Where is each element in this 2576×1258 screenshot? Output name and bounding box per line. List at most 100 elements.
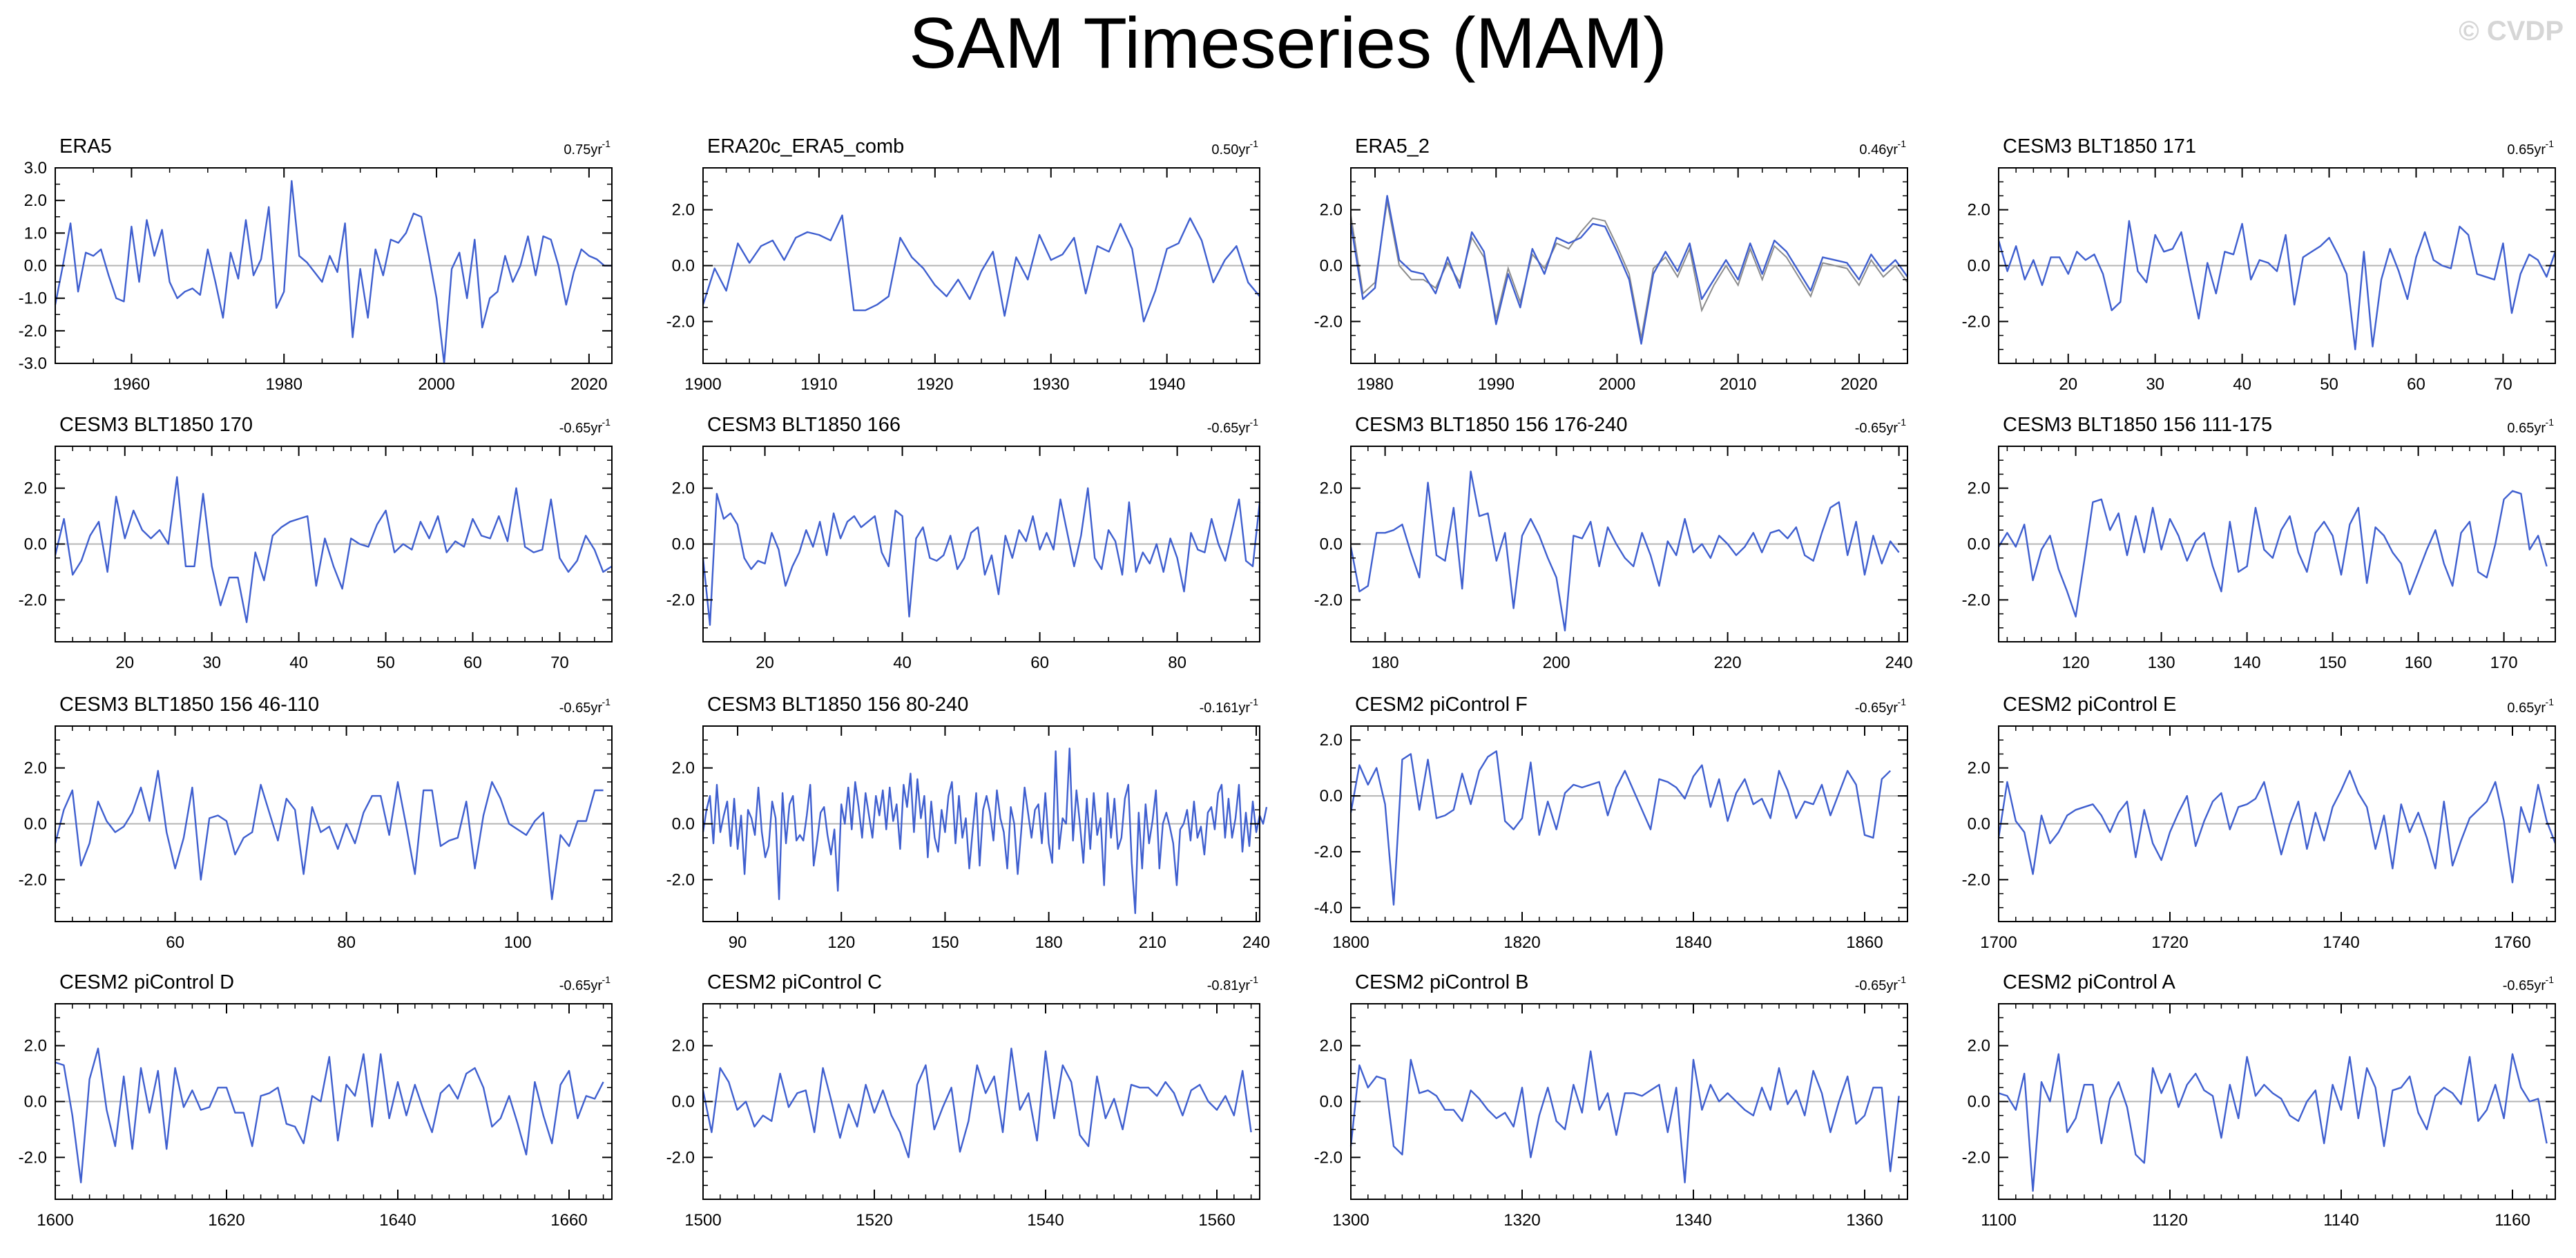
x-tick-label: 1640	[379, 1211, 416, 1230]
trend-exponent: -1	[602, 417, 611, 428]
x-tick-label: 20	[2059, 375, 2077, 394]
y-tick-label: 2.0	[1320, 479, 1343, 498]
x-tick-label: 60	[2407, 375, 2425, 394]
panel-title: ERA20c_ERA5_comb	[707, 135, 904, 158]
x-tick-label: 60	[463, 654, 482, 672]
x-tick-label: 1940	[1148, 375, 1185, 394]
x-tick-label: 1560	[1198, 1211, 1235, 1230]
trend-label: -0.65yr	[1855, 978, 1899, 993]
y-tick-label: 0.0	[24, 815, 47, 834]
trend-label: 0.46yr	[1859, 142, 1898, 158]
x-tick-label: 20	[115, 654, 134, 672]
x-tick-label: 170	[2490, 654, 2518, 672]
x-tick-label: 1360	[1846, 1211, 1883, 1230]
y-tick-label: 2.0	[1968, 201, 1990, 220]
chart-panel: CESM2 piControl E 0.65yr -1 1700 1720 1740 176…	[1962, 694, 2557, 952]
overlay-series-line	[1350, 201, 1908, 339]
chart-panel: CESM3 BLT1850 170 -0.65yr -1 20 30 40 50 60 70 -2…	[19, 414, 613, 672]
chart-panel: CESM3 BLT1850 156 80-240 -0.161yr -1 90 120 1…	[666, 694, 1270, 952]
x-tick-label: 2020	[1840, 375, 1877, 394]
x-tick-label: 1930	[1032, 375, 1069, 394]
x-tick-label: 1600	[37, 1211, 73, 1230]
panel-title: CESM2 piControl D	[59, 971, 234, 993]
trend-exponent: -1	[1898, 696, 1907, 707]
x-tick-label: 210	[1139, 933, 1166, 952]
y-tick-label: 2.0	[1320, 731, 1343, 750]
y-tick-label: -3.0	[19, 354, 47, 373]
y-tick-label: 0.0	[1968, 815, 1990, 834]
panel-title: CESM3 BLT1850 170	[59, 414, 253, 436]
panel-title: CESM2 piControl C	[707, 971, 882, 993]
x-tick-label: 1300	[1332, 1211, 1369, 1230]
y-tick-label: -2.0	[1962, 312, 1990, 331]
x-tick-label: 1990	[1478, 375, 1515, 394]
y-tick-label: -2.0	[19, 591, 47, 609]
sam-series-line	[1997, 770, 2557, 884]
y-tick-label: -2.0	[19, 322, 47, 341]
y-tick-label: 2.0	[24, 1037, 47, 1056]
trend-exponent: -1	[1250, 974, 1259, 985]
x-tick-label: 240	[1242, 933, 1270, 952]
x-tick-label: 130	[2148, 654, 2175, 672]
sam-series-line	[1997, 490, 2548, 618]
x-tick-label: 1700	[1980, 933, 2017, 952]
y-tick-label: -2.0	[666, 1148, 695, 1167]
y-tick-label: -2.0	[666, 591, 695, 609]
y-tick-label: 2.0	[672, 759, 695, 778]
y-tick-label: 2.0	[24, 191, 47, 210]
chart-panel: CESM2 piControl B -0.65yr -1 1300 1320 1340 13…	[1314, 971, 1908, 1230]
plot-frame	[1350, 725, 1908, 922]
trend-label: -0.65yr	[559, 421, 603, 436]
x-tick-label: 1100	[1981, 1211, 2017, 1230]
trend-exponent: -1	[2546, 417, 2555, 428]
x-tick-label: 1910	[800, 375, 837, 394]
x-tick-label: 90	[729, 933, 747, 952]
y-tick-label: 2.0	[1968, 1037, 1990, 1056]
y-tick-label: 0.0	[1320, 535, 1343, 554]
sam-series-line	[1998, 1053, 2548, 1192]
chart-panel: CESM2 piControl C -0.81yr -1 1500 1520 1540 15…	[666, 971, 1260, 1230]
sam-series-line	[54, 180, 612, 365]
trend-label: -0.81yr	[1207, 978, 1251, 993]
x-tick-label: 1840	[1675, 933, 1711, 952]
y-tick-label: 2.0	[24, 759, 47, 778]
sam-series-line	[54, 770, 604, 900]
trend-label: -0.65yr	[1855, 701, 1899, 716]
x-tick-label: 50	[376, 654, 395, 672]
x-tick-label: 1900	[684, 375, 721, 394]
x-tick-label: 40	[2233, 375, 2251, 394]
sam-series-line	[702, 747, 1268, 915]
x-tick-label: 160	[2405, 654, 2432, 672]
trend-exponent: -1	[1898, 138, 1907, 149]
y-tick-label: -2.0	[1314, 843, 1343, 861]
x-tick-label: 1820	[1503, 933, 1540, 952]
trend-exponent: -1	[1898, 417, 1907, 428]
y-tick-label: -2.0	[666, 870, 695, 889]
sam-series-line	[1997, 220, 2557, 350]
panel-title: CESM3 BLT1850 156 46-110	[59, 694, 319, 716]
panel-title: CESM3 BLT1850 156 176-240	[1355, 414, 1627, 436]
y-tick-label: 2.0	[1968, 759, 1990, 778]
x-tick-label: 1980	[1356, 375, 1393, 394]
panel-title: ERA5	[59, 135, 112, 158]
y-tick-label: 0.0	[24, 1093, 47, 1112]
trend-label: 0.50yr	[1211, 142, 1250, 158]
x-tick-label: 1740	[2323, 933, 2359, 952]
y-tick-label: 2.0	[1320, 201, 1343, 220]
x-tick-label: 1140	[2323, 1211, 2359, 1230]
y-tick-label: 1.0	[24, 224, 47, 242]
x-tick-label: 80	[337, 933, 356, 952]
y-tick-label: 2.0	[672, 201, 695, 220]
y-tick-label: 3.0	[24, 159, 47, 178]
panel-title: CESM3 BLT1850 166	[707, 414, 901, 436]
x-tick-label: 1340	[1675, 1211, 1711, 1230]
x-tick-label: 2020	[570, 375, 607, 394]
trend-label: 0.65yr	[2507, 142, 2546, 158]
y-tick-label: 0.0	[1968, 257, 1990, 276]
x-tick-label: 140	[2233, 654, 2261, 672]
trend-exponent: -1	[602, 696, 611, 707]
y-tick-label: 0.0	[672, 257, 695, 276]
y-tick-label: 0.0	[1968, 1093, 1990, 1112]
